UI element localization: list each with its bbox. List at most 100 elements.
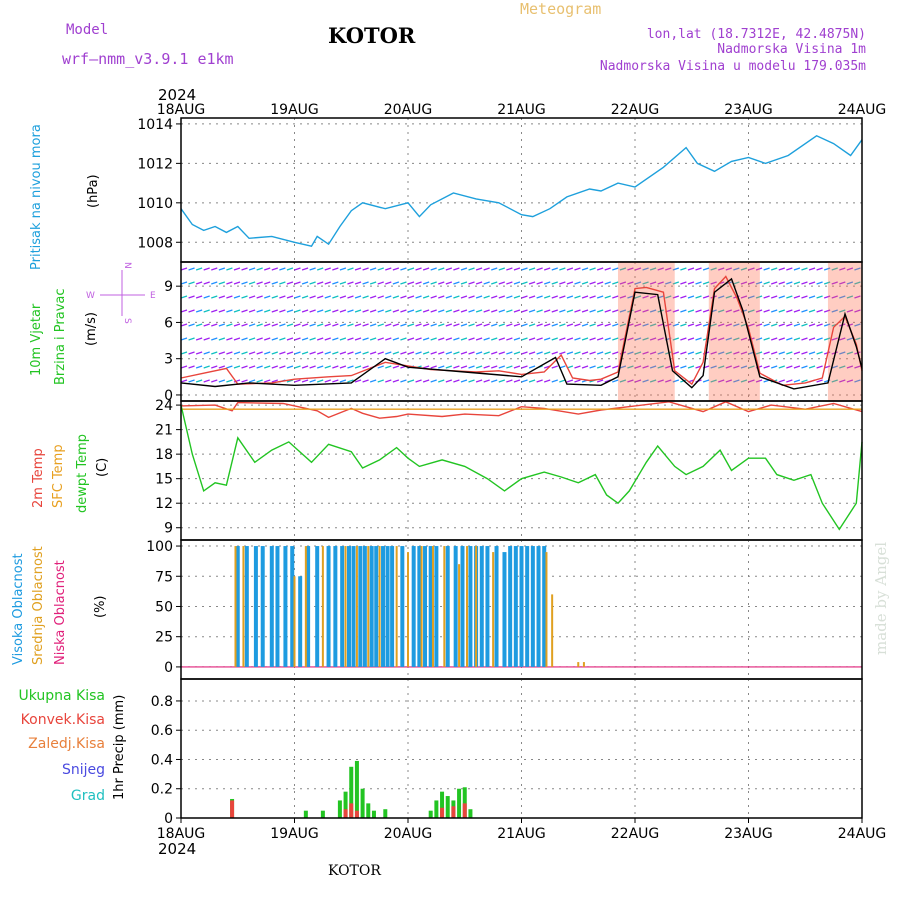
wind-barb — [672, 379, 680, 383]
wind-barb — [702, 309, 710, 313]
wind-barb — [786, 365, 793, 369]
wind-barb — [823, 323, 831, 327]
wind-barb — [642, 379, 649, 383]
wind-barb — [483, 295, 490, 299]
wind-barb — [347, 379, 354, 383]
cloud-mid-bar — [304, 546, 307, 667]
wind-barb — [627, 281, 634, 285]
wind-barb — [324, 309, 331, 313]
cloud-mid-bar — [344, 546, 347, 667]
wind-barb — [415, 337, 422, 341]
wind-barb — [816, 337, 823, 341]
y-tick-label: 18 — [155, 447, 173, 463]
precip-total-bar — [445, 796, 450, 818]
wind-barb — [680, 281, 687, 285]
wind-barb — [808, 267, 816, 271]
wind-barb — [347, 267, 354, 271]
precip-total-bar — [462, 787, 467, 818]
x-tick-label-bottom: 19AUG — [270, 826, 319, 842]
panel-frame-temperature — [180, 400, 863, 541]
wind-barb — [445, 295, 453, 299]
cloud-high-bar — [351, 546, 356, 667]
wind-barb — [218, 295, 226, 299]
legend-pressure-unit: (hPa) — [86, 174, 101, 208]
wind-barb — [256, 365, 263, 369]
wind-barb — [687, 337, 695, 341]
precip-total-bar — [303, 810, 308, 818]
x-tick-label-top: 20AUG — [384, 102, 433, 118]
wind-barb — [392, 267, 400, 271]
wind-barb — [369, 337, 377, 341]
wind-barb — [218, 309, 226, 313]
cloud-high-bar — [326, 546, 331, 667]
wind-barb — [544, 351, 551, 355]
wind-barb — [771, 281, 778, 285]
wind-barb — [392, 309, 400, 313]
wind-barb — [233, 365, 241, 369]
wind-barb — [438, 281, 445, 285]
wind-barb — [317, 267, 324, 271]
wind-barb — [649, 309, 657, 313]
wind-barb — [528, 337, 536, 341]
cloud-high-bar — [417, 546, 422, 667]
wind-barb — [559, 295, 566, 299]
wind-barb — [725, 351, 732, 355]
wind-barb — [294, 281, 301, 285]
wind-barb — [241, 267, 248, 271]
wind-barb — [551, 295, 558, 299]
wind-barb — [702, 295, 710, 299]
legend-cloud-high: Visoka Oblacnost — [11, 553, 26, 665]
wind-barb — [778, 365, 785, 369]
wind-barb — [460, 365, 468, 369]
wind-barb — [453, 309, 460, 313]
wind-barb — [596, 309, 604, 313]
wind-barb — [233, 295, 241, 299]
wind-barb — [839, 281, 846, 285]
precip-total-bar — [343, 791, 348, 818]
cloud-high-bar — [260, 546, 265, 667]
cloud-mid-bar — [466, 546, 469, 667]
wind-barb — [195, 323, 203, 327]
x-tick-label-bottom: 23AUG — [724, 826, 773, 842]
wind-barb — [248, 337, 256, 341]
wind-barb — [778, 267, 785, 271]
y-tick-label: 24 — [155, 398, 173, 414]
wind-barb — [854, 323, 861, 327]
wind-barb — [725, 295, 732, 299]
wind-barb — [748, 365, 755, 369]
strong-wind-band — [708, 262, 760, 401]
wind-barb — [642, 351, 649, 355]
cloud-high-bar — [244, 546, 249, 667]
wind-barb — [710, 351, 717, 355]
wind-barb — [256, 337, 263, 341]
wind-barb — [286, 309, 294, 313]
wind-barb — [718, 365, 725, 369]
wind-barb — [536, 295, 543, 299]
wind-barb — [604, 267, 611, 271]
cloud-high-bar — [346, 546, 351, 667]
wind-barb — [180, 323, 188, 327]
wind-barb — [627, 295, 634, 299]
y-tick-label: 9 — [164, 521, 173, 537]
wind-barb — [445, 281, 453, 285]
wind-barb — [309, 379, 316, 383]
wind-barb — [733, 323, 740, 327]
x-tick-label-bottom: 20AUG — [384, 826, 433, 842]
cloud-mid-bar — [407, 552, 409, 667]
wind-barb — [513, 379, 521, 383]
wind-barb — [846, 379, 854, 383]
wind-barb — [233, 267, 241, 271]
wind-barb — [332, 351, 339, 355]
wind-barb — [733, 267, 740, 271]
x-tick-label-bottom: 24AUG — [838, 826, 887, 842]
wind-barb — [574, 337, 581, 341]
wind-barb — [763, 351, 770, 355]
wind-barb — [180, 351, 188, 355]
wind-barb — [506, 379, 513, 383]
wind-barb — [498, 365, 505, 369]
wind-barb — [657, 267, 664, 271]
wind-barb — [362, 281, 369, 285]
wind-barb — [453, 379, 460, 383]
wind-barb — [195, 337, 203, 341]
wind-barb — [241, 365, 248, 369]
